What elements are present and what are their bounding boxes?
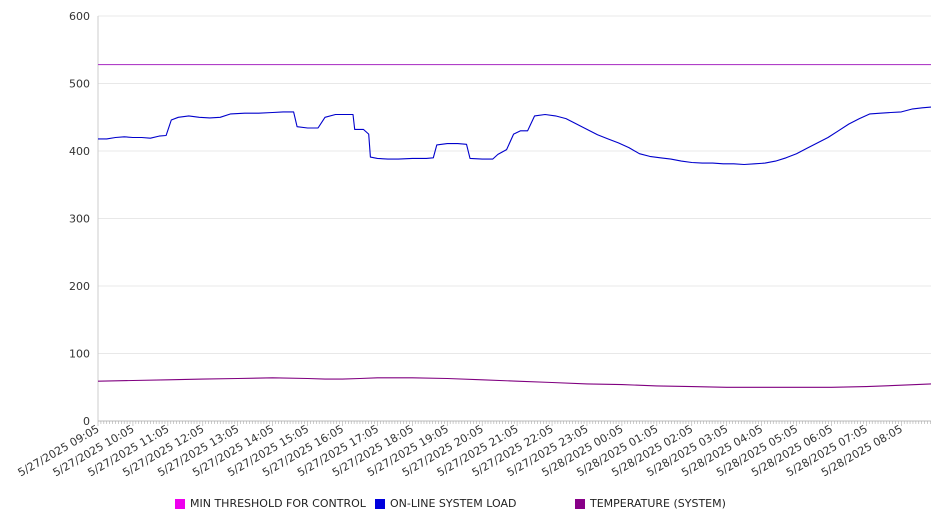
legend-item-temperature: TEMPERATURE (SYSTEM) <box>575 497 726 510</box>
legend-label-min-threshold: MIN THRESHOLD FOR CONTROL <box>190 497 366 510</box>
y-tick-labels: 0 100 200 300 400 500 600 <box>69 10 90 428</box>
axes <box>97 16 931 426</box>
y-tick-label: 500 <box>69 78 90 91</box>
legend: MIN THRESHOLD FOR CONTROL ON-LINE SYSTEM… <box>0 497 946 515</box>
legend-item-min-threshold: MIN THRESHOLD FOR CONTROL <box>175 497 366 510</box>
y-tick-label: 0 <box>83 415 90 428</box>
y-tick-label: 400 <box>69 145 90 158</box>
y-tick-label: 300 <box>69 213 90 226</box>
legend-swatch-system-load <box>375 498 385 509</box>
legend-label-temperature: TEMPERATURE (SYSTEM) <box>590 497 726 510</box>
y-tick-label: 100 <box>69 348 90 361</box>
series-lines <box>97 64 932 388</box>
series-temperature <box>97 377 932 388</box>
legend-swatch-min-threshold <box>175 498 185 509</box>
legend-label-system-load: ON-LINE SYSTEM LOAD <box>390 497 517 510</box>
y-tick-label: 600 <box>69 10 90 23</box>
legend-item-system-load: ON-LINE SYSTEM LOAD <box>375 497 516 510</box>
legend-swatch-temperature <box>575 498 585 509</box>
x-tick-labels: 5/27/2025 09:055/27/2025 10:055/27/2025 … <box>16 422 905 479</box>
series-system-load <box>98 106 932 166</box>
y-tick-label: 200 <box>69 280 90 293</box>
grid <box>98 15 931 354</box>
